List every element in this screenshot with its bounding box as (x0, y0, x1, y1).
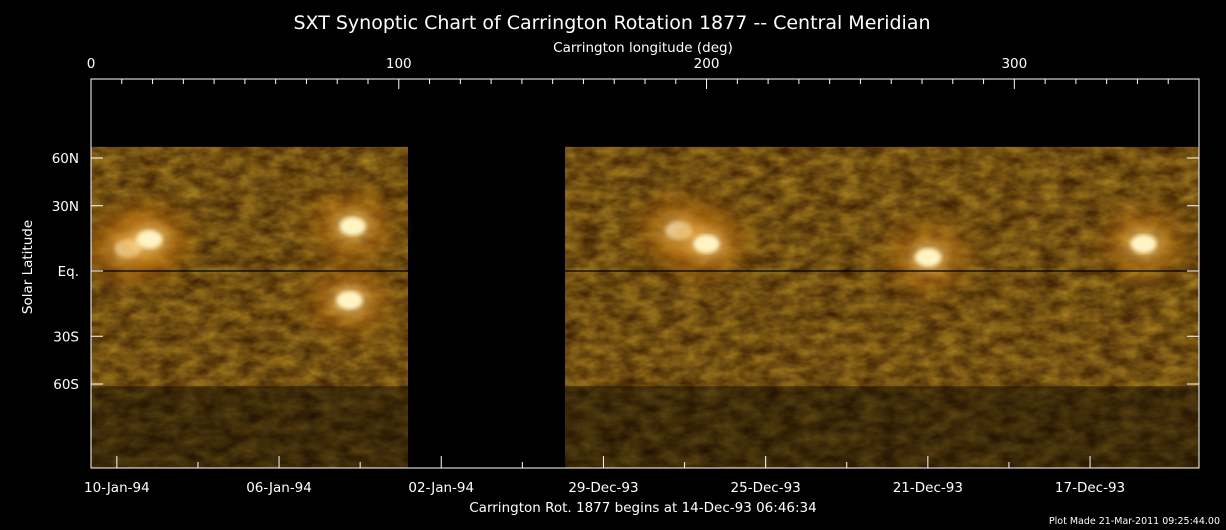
x-bottom-tick-label: 06-Jan-94 (246, 480, 312, 496)
x-bottom-tick-label: 29-Dec-93 (568, 480, 638, 496)
map-polar-shade (91, 386, 409, 468)
y-axis-label: Solar Latitude (20, 220, 36, 314)
synoptic-image (91, 146, 1199, 468)
chart-title: SXT Synoptic Chart of Carrington Rotatio… (293, 12, 930, 34)
map-polar-shade (564, 386, 1199, 468)
x-bottom-axis-label: Carrington Rot. 1877 begins at 14-Dec-93… (469, 500, 816, 516)
active-region-core (1130, 234, 1157, 253)
y-tick-label: 60S (53, 377, 79, 393)
active-region-core (336, 291, 363, 310)
x-bottom-tick-label: 25-Dec-93 (731, 480, 801, 496)
active-region-core (136, 230, 163, 249)
axes: 0 100 200 300 60N 30N Eq. 30S 60S 10-Jan-94 06-Jan… (52, 56, 1200, 496)
y-tick-label: Eq. (58, 264, 79, 280)
plot-footnote: Plot Made 21-Mar-2011 09:25:44.00 (1049, 516, 1220, 527)
x-bottom-tick-label: 17-Dec-93 (1055, 480, 1125, 496)
y-tick-label: 30S (53, 329, 79, 345)
y-tick-label: 30N (52, 199, 79, 215)
x-bottom-tick-label: 02-Jan-94 (408, 480, 474, 496)
x-top-tick-label: 200 (694, 56, 720, 72)
x-bottom-tick-label: 21-Dec-93 (893, 480, 963, 496)
active-region-core (915, 248, 942, 267)
active-region-core (339, 217, 366, 236)
active-region-core (693, 234, 720, 253)
y-tick-label: 60N (52, 151, 79, 167)
x-top-axis-label: Carrington longitude (deg) (553, 40, 733, 56)
x-top-tick-label: 300 (1001, 56, 1027, 72)
x-top-tick-label: 100 (386, 56, 412, 72)
x-bottom-tick-label: 10-Jan-94 (84, 480, 150, 496)
x-top-tick-label: 0 (87, 56, 96, 72)
